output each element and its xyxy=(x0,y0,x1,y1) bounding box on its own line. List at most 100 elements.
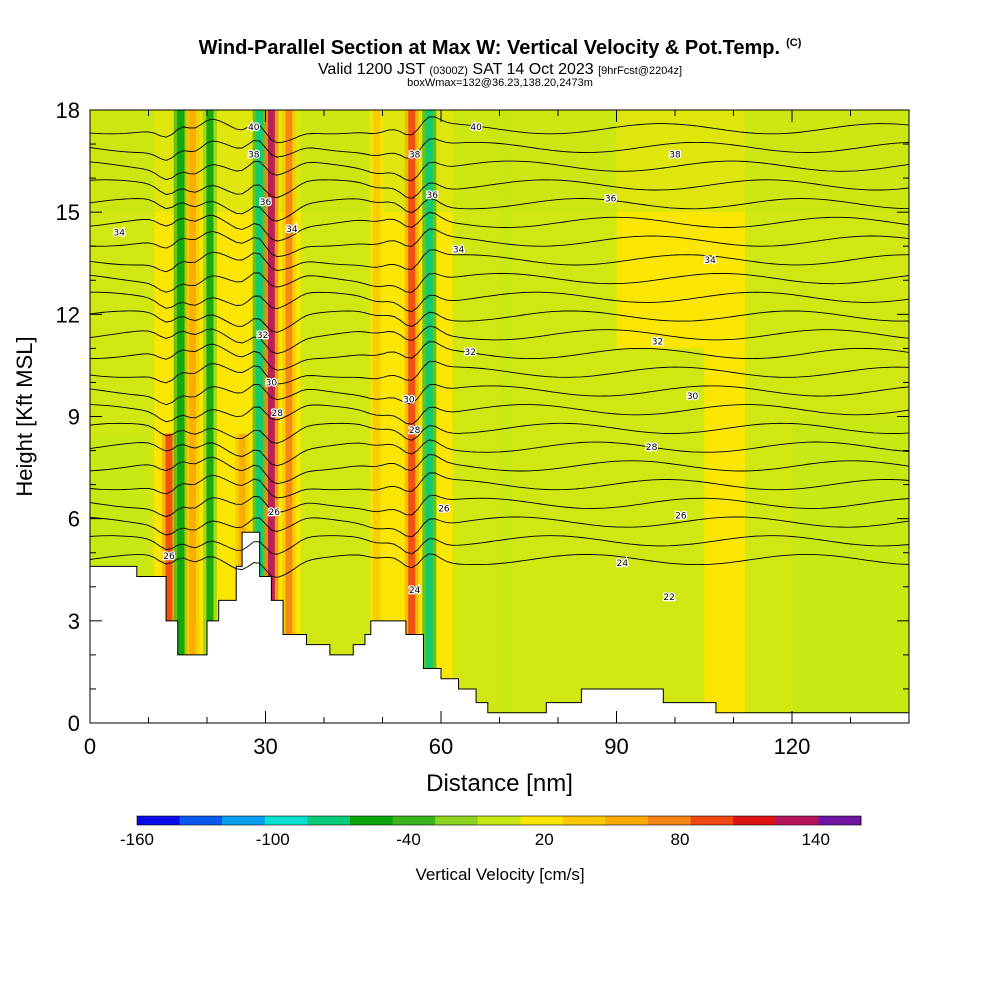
copyright-mark: (C) xyxy=(786,37,802,50)
contour-label: 36 xyxy=(605,195,617,205)
contour-label: 38 xyxy=(248,150,260,160)
field-patch xyxy=(558,110,617,723)
colorbar-swatch xyxy=(818,816,862,825)
y-tick-label: 12 xyxy=(56,302,80,327)
contour-label: 30 xyxy=(403,395,415,405)
colorbar-tick-label: -160 xyxy=(120,830,154,849)
chart-subtitle-valid: Valid 1200 JST (0300Z) SAT 14 Oct 2023 [… xyxy=(317,61,683,78)
isentrope-line-4 xyxy=(90,472,909,499)
chart-title: Wind-Parallel Section at Max W: Vertical… xyxy=(198,37,802,59)
y-axis-label: Height [Kft MSL] xyxy=(12,336,37,496)
contour-label: 28 xyxy=(409,426,421,436)
isentropes xyxy=(90,116,909,578)
contour-label: 36 xyxy=(426,191,438,201)
velocity-core-5 xyxy=(256,110,264,723)
isentrope-line-10 xyxy=(90,360,909,385)
colorbar-swatch xyxy=(562,816,606,825)
contour-label: 28 xyxy=(646,443,658,453)
isentrope-line-21 xyxy=(90,160,909,182)
colorbar-swatch xyxy=(349,816,394,825)
velocity-core-10 xyxy=(425,110,433,723)
contour-label: 30 xyxy=(687,392,699,402)
velocity-core-7 xyxy=(285,110,293,723)
colorbar-swatch xyxy=(648,816,692,825)
isentrope-line-0 xyxy=(90,553,909,578)
isentrope-line-6 xyxy=(90,439,909,467)
contour-label: 32 xyxy=(652,338,663,348)
isentrope-line-1 xyxy=(90,535,909,555)
chart-subtitle-box: boxWmax=132@36.23,138.20,2473m xyxy=(407,77,593,89)
colorbar-swatch xyxy=(477,816,521,825)
contour-label: 34 xyxy=(286,225,298,235)
isentrope-line-12 xyxy=(90,325,909,355)
colorbar-label: Vertical Velocity [cm/s] xyxy=(415,865,584,884)
isentrope-line-8 xyxy=(90,404,909,425)
colorbar-tick-label: -40 xyxy=(396,830,421,849)
x-tick-label: 60 xyxy=(429,734,453,759)
colorbar-swatch xyxy=(690,816,734,825)
colorbar-tick-label: 80 xyxy=(671,830,690,849)
isentrope-line-16 xyxy=(90,249,909,273)
isentrope-line-7 xyxy=(90,422,909,444)
contour-label: 26 xyxy=(675,511,687,521)
y-tick-label: 15 xyxy=(56,200,80,225)
colorbar-tick-label: -100 xyxy=(256,830,290,849)
contour-label: 36 xyxy=(260,198,272,208)
colorbar-swatch xyxy=(137,816,181,825)
contour-label: 30 xyxy=(266,378,278,388)
field-patch xyxy=(792,416,909,723)
isentrope-line-15 xyxy=(90,272,909,293)
isentrope-line-9 xyxy=(90,383,909,406)
contour-label: 24 xyxy=(409,586,421,596)
tick-marks xyxy=(90,109,910,723)
colorbar-swatch xyxy=(775,816,819,825)
contour-label: 28 xyxy=(271,409,283,419)
colorbar-frame xyxy=(136,815,862,826)
colorbar-swatch xyxy=(605,816,649,825)
velocity-core-2 xyxy=(188,110,196,723)
isentrope-line-22 xyxy=(90,138,909,161)
plot-background xyxy=(90,110,909,723)
contour-label: 40 xyxy=(248,123,260,133)
isentrope-line-23 xyxy=(90,116,909,144)
isentrope-line-13 xyxy=(90,310,909,333)
x-tick-label: 120 xyxy=(774,734,811,759)
contour-label: 24 xyxy=(617,559,629,569)
contour-label: 26 xyxy=(438,504,450,514)
contour-label: 26 xyxy=(163,552,175,562)
contour-label: 34 xyxy=(704,256,716,266)
colorbar-swatch xyxy=(179,816,223,825)
contour-label: 34 xyxy=(453,246,465,256)
isentrope-line-18 xyxy=(90,211,909,242)
contour-label: 32 xyxy=(465,348,476,358)
y-tick-label: 18 xyxy=(56,98,80,123)
isentrope-line-14 xyxy=(90,291,909,313)
colorbar-swatch xyxy=(733,816,777,825)
isentrope-line-11 xyxy=(90,341,909,371)
x-tick-label: 0 xyxy=(84,734,96,759)
terrain xyxy=(90,531,909,723)
contour-label: 40 xyxy=(470,123,482,133)
field-patch xyxy=(499,110,558,723)
velocity-core-1 xyxy=(177,110,185,723)
contour-label: 32 xyxy=(257,331,268,341)
colorbar-swatch xyxy=(520,816,564,825)
colorbar: -160 -100 -40 20 80 140 Vertical Velocity [cm/… xyxy=(120,815,862,884)
isentrope-line-19 xyxy=(90,198,909,222)
velocity-core-0 xyxy=(165,433,173,723)
contour-label: 22 xyxy=(663,593,674,603)
field-patch xyxy=(300,110,383,723)
x-tick-label: 90 xyxy=(604,734,628,759)
velocity-core-3 xyxy=(206,110,214,723)
contour-label: 38 xyxy=(409,150,421,160)
isentrope-line-3 xyxy=(90,494,909,518)
colorbar-swatch xyxy=(392,816,436,825)
x-tick-label: 30 xyxy=(253,734,277,759)
isentrope-line-20 xyxy=(90,179,909,199)
y-tick-label: 3 xyxy=(68,609,80,634)
contour-label: 26 xyxy=(269,508,281,518)
y-tick-label: 6 xyxy=(68,507,80,532)
colorbar-swatch xyxy=(435,816,479,825)
